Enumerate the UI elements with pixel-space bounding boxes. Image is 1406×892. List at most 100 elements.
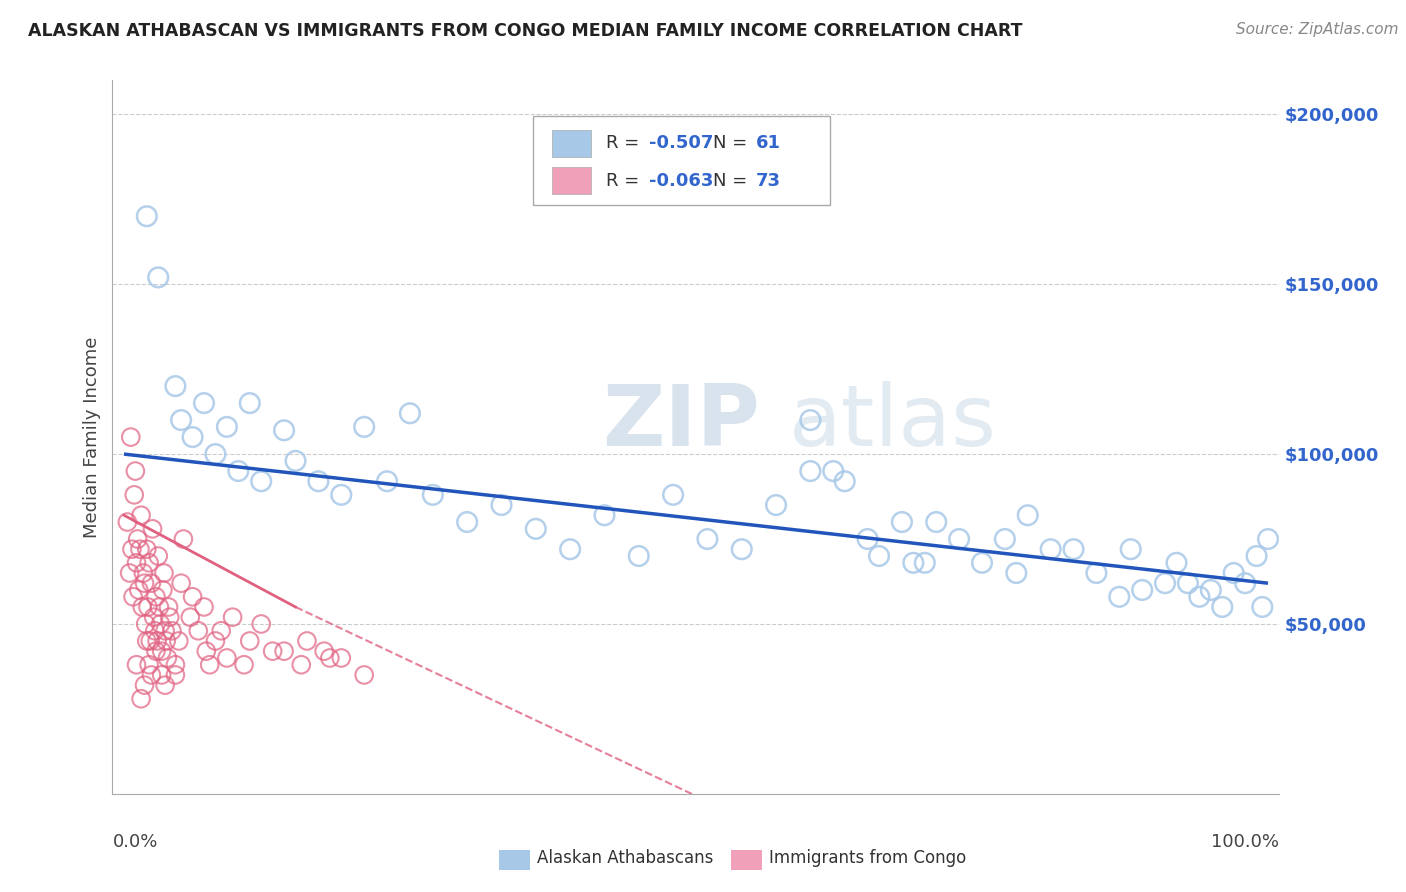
Point <box>150 644 173 658</box>
Point <box>159 610 181 624</box>
Y-axis label: Median Family Income: Median Family Income <box>83 336 101 538</box>
Point <box>165 657 187 672</box>
Point <box>170 576 193 591</box>
Point <box>187 624 209 638</box>
Point <box>138 657 160 672</box>
Point <box>1188 590 1211 604</box>
Point <box>139 634 162 648</box>
Point <box>948 532 970 546</box>
Point <box>970 556 993 570</box>
Point <box>1199 582 1222 597</box>
Point <box>129 691 152 706</box>
Point <box>273 423 295 437</box>
Point <box>165 668 187 682</box>
Point <box>456 515 478 529</box>
Point <box>330 488 353 502</box>
Point <box>627 549 650 563</box>
Point <box>1039 542 1062 557</box>
Point <box>524 522 547 536</box>
Point <box>150 668 173 682</box>
Point <box>994 532 1017 546</box>
Point <box>353 668 375 682</box>
Point <box>215 651 238 665</box>
Point <box>558 542 581 557</box>
FancyBboxPatch shape <box>553 129 591 157</box>
Point <box>375 475 398 489</box>
Text: atlas: atlas <box>789 381 997 465</box>
Point <box>148 549 170 563</box>
Point <box>146 634 169 648</box>
Point <box>193 396 215 410</box>
Point <box>148 270 170 285</box>
Point <box>239 396 262 410</box>
Point <box>731 542 754 557</box>
Point <box>823 464 845 478</box>
Point <box>1130 582 1153 597</box>
Point <box>138 556 160 570</box>
Point <box>134 678 156 692</box>
Point <box>153 566 176 580</box>
Point <box>135 634 157 648</box>
Point <box>120 430 142 444</box>
Point <box>204 634 226 648</box>
Point <box>593 508 616 523</box>
Point <box>132 566 155 580</box>
Point <box>125 657 148 672</box>
Point <box>890 515 912 529</box>
Point <box>1234 576 1257 591</box>
Point <box>250 475 273 489</box>
Point <box>1154 576 1177 591</box>
Point <box>1222 566 1244 580</box>
Point <box>118 566 141 580</box>
Point <box>122 488 145 502</box>
Point <box>1246 549 1268 563</box>
Point <box>239 634 262 648</box>
Point <box>856 532 879 546</box>
Point <box>198 657 221 672</box>
Point <box>145 644 167 658</box>
Text: -0.507: -0.507 <box>650 134 714 152</box>
Point <box>250 617 273 632</box>
Point <box>1119 542 1142 557</box>
Point <box>1085 566 1108 580</box>
Point <box>124 464 146 478</box>
Point <box>181 590 204 604</box>
Point <box>129 542 152 557</box>
Point <box>1166 556 1188 570</box>
Point <box>156 651 179 665</box>
Point <box>215 420 238 434</box>
Point <box>157 599 180 614</box>
Point <box>834 475 856 489</box>
Point <box>903 556 925 570</box>
Point <box>125 556 148 570</box>
Point <box>221 610 243 624</box>
FancyBboxPatch shape <box>533 116 830 205</box>
Text: 73: 73 <box>755 172 780 190</box>
Point <box>1251 599 1274 614</box>
Point <box>262 644 284 658</box>
Point <box>170 413 193 427</box>
Point <box>148 599 170 614</box>
Point <box>172 532 194 546</box>
Point <box>307 475 329 489</box>
Point <box>153 624 176 638</box>
Point <box>145 590 167 604</box>
Point <box>128 582 150 597</box>
Point <box>179 610 201 624</box>
Point <box>167 634 190 648</box>
Point <box>117 515 139 529</box>
Point <box>1063 542 1085 557</box>
Text: ALASKAN ATHABASCAN VS IMMIGRANTS FROM CONGO MEDIAN FAMILY INCOME CORRELATION CHA: ALASKAN ATHABASCAN VS IMMIGRANTS FROM CO… <box>28 22 1022 40</box>
Point <box>127 532 149 546</box>
Point <box>149 617 172 632</box>
Text: 61: 61 <box>755 134 780 152</box>
Text: N =: N = <box>713 172 754 190</box>
Text: R =: R = <box>606 172 645 190</box>
Text: Source: ZipAtlas.com: Source: ZipAtlas.com <box>1236 22 1399 37</box>
Text: Alaskan Athabascans: Alaskan Athabascans <box>537 849 713 867</box>
Text: N =: N = <box>713 134 754 152</box>
Point <box>141 576 163 591</box>
Point <box>204 447 226 461</box>
Point <box>135 542 157 557</box>
Point <box>152 582 174 597</box>
